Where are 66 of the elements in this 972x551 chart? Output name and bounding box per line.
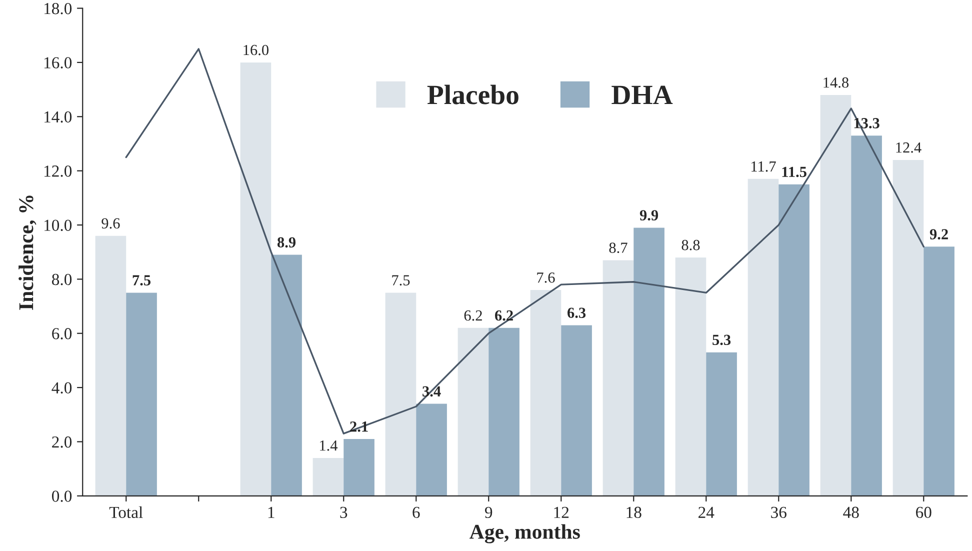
data-label: 7.5 — [132, 275, 151, 286]
y-tick-label: 10.0 — [44, 220, 72, 232]
data-label: 16.0 — [244, 44, 269, 56]
y-axis-title: Incidence, % — [18, 196, 36, 310]
x-tick-label: 18 — [626, 506, 642, 518]
bar — [892, 160, 924, 496]
data-label: 6.2 — [464, 310, 482, 321]
y-tick-label: 16.0 — [44, 57, 72, 68]
legend-label: DHA — [612, 86, 673, 104]
legend-label: Placebo — [427, 84, 518, 104]
x-tick-label: 36 — [771, 506, 786, 518]
data-label: 8.7 — [609, 242, 628, 254]
bar — [344, 439, 374, 496]
y-tick-label: 2.0 — [52, 436, 72, 448]
y-tick-label: 0.0 — [52, 490, 72, 502]
y-tick-label: 18.0 — [44, 2, 72, 14]
x-tick-label: 1 — [268, 506, 274, 518]
y-tick-label: 8.0 — [52, 274, 72, 286]
data-label: 11.7 — [751, 161, 776, 172]
data-label: 5.3 — [712, 334, 731, 346]
data-label: 6.3 — [568, 308, 586, 318]
bar — [385, 292, 416, 496]
x-tick-label: 6 — [412, 506, 420, 518]
bar — [602, 260, 634, 496]
data-label: 9.9 — [640, 210, 658, 220]
x-tick-label: 60 — [916, 506, 932, 518]
data-label: 9.2 — [930, 229, 948, 240]
x-tick-label: 9 — [485, 506, 492, 518]
bar — [312, 458, 344, 496]
bar — [675, 258, 706, 496]
data-label: 9.6 — [102, 218, 120, 229]
bar — [924, 246, 954, 496]
bar — [416, 404, 447, 496]
bar — [778, 184, 810, 496]
x-tick-label: Total — [109, 506, 143, 518]
bar — [706, 352, 737, 496]
data-label: 11.5 — [782, 166, 806, 178]
bar — [530, 290, 562, 496]
data-label: 6.2 — [495, 310, 513, 321]
y-tick-label: 4.0 — [52, 382, 72, 394]
x-tick-label: 48 — [843, 506, 859, 518]
x-tick-label: 12 — [554, 506, 569, 518]
bar — [240, 62, 272, 496]
bar — [820, 94, 852, 496]
bar — [561, 325, 592, 496]
data-label: 8.9 — [277, 237, 296, 248]
bar — [634, 228, 664, 496]
data-label: 7.6 — [537, 272, 555, 283]
data-label: 8.8 — [682, 240, 700, 250]
x-tick-label: 24 — [698, 506, 714, 518]
bar — [748, 178, 779, 496]
bar — [851, 136, 882, 496]
data-label: 14.8 — [824, 77, 849, 88]
bar — [271, 254, 302, 496]
bar — [488, 328, 520, 496]
data-label: 7.5 — [392, 275, 410, 286]
data-label: 1.4 — [320, 440, 338, 451]
bar — [458, 328, 489, 496]
y-tick-label: 14.0 — [44, 111, 72, 123]
x-axis-title: Age, months — [470, 524, 580, 544]
data-label: 12.4 — [896, 142, 922, 153]
bar — [126, 292, 157, 496]
bar — [95, 236, 126, 496]
x-tick-label: 3 — [340, 506, 348, 518]
y-tick-label: 6.0 — [52, 328, 72, 340]
y-tick-label: 12.0 — [44, 166, 72, 177]
